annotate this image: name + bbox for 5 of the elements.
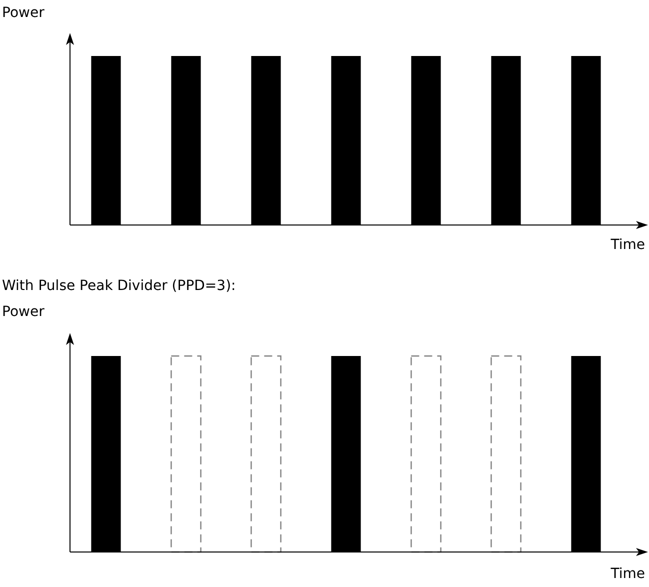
x-axis-title: Time xyxy=(610,237,645,253)
y-axis-title: Power xyxy=(2,5,44,21)
y-axis-title: Power xyxy=(2,304,44,320)
chart-title: With Pulse Peak Divider (PPD=3): xyxy=(2,278,236,294)
x-axis-title: Time xyxy=(610,566,645,582)
